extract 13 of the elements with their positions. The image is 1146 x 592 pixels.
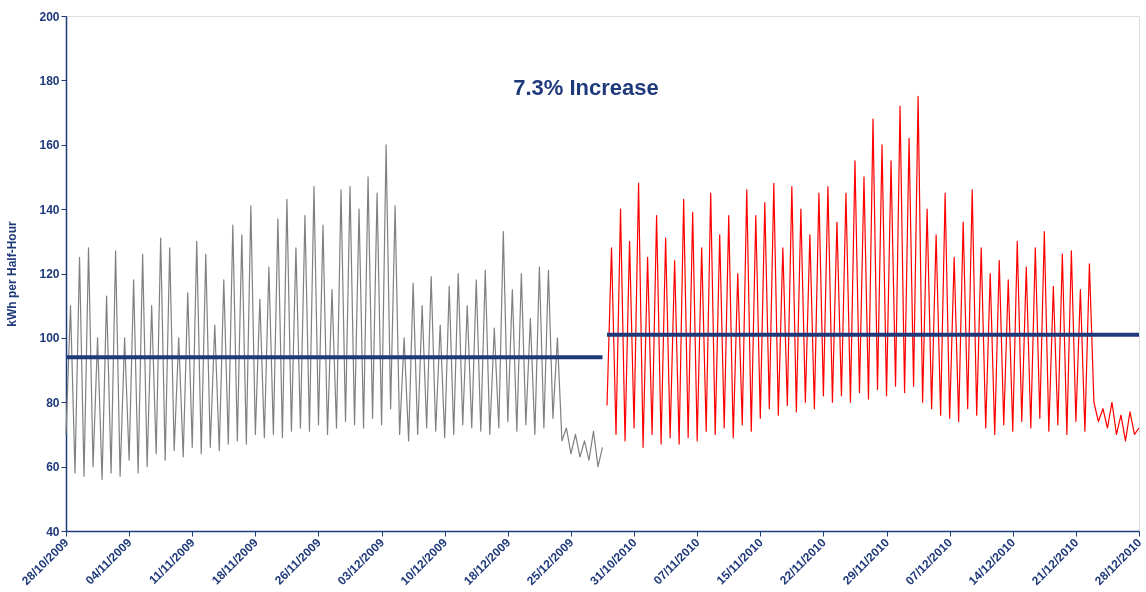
y-tick-label: 140 bbox=[39, 202, 60, 217]
y-tick-label: 200 bbox=[39, 9, 60, 24]
y-tick-label: 60 bbox=[46, 460, 60, 475]
y-axis-title: kWh per Half-Hour bbox=[5, 221, 20, 327]
y-tick-label: 180 bbox=[39, 73, 60, 88]
line-series bbox=[606, 95, 1140, 448]
y-tick-label: 80 bbox=[46, 395, 60, 410]
y-tick-label: 120 bbox=[39, 267, 60, 281]
annotation: 7.3% Increase bbox=[513, 75, 659, 100]
line-series bbox=[65, 144, 604, 481]
y-tick-label: 100 bbox=[39, 331, 60, 346]
y-tick-label: 160 bbox=[39, 138, 60, 153]
y-tick-label: 40 bbox=[46, 524, 60, 539]
